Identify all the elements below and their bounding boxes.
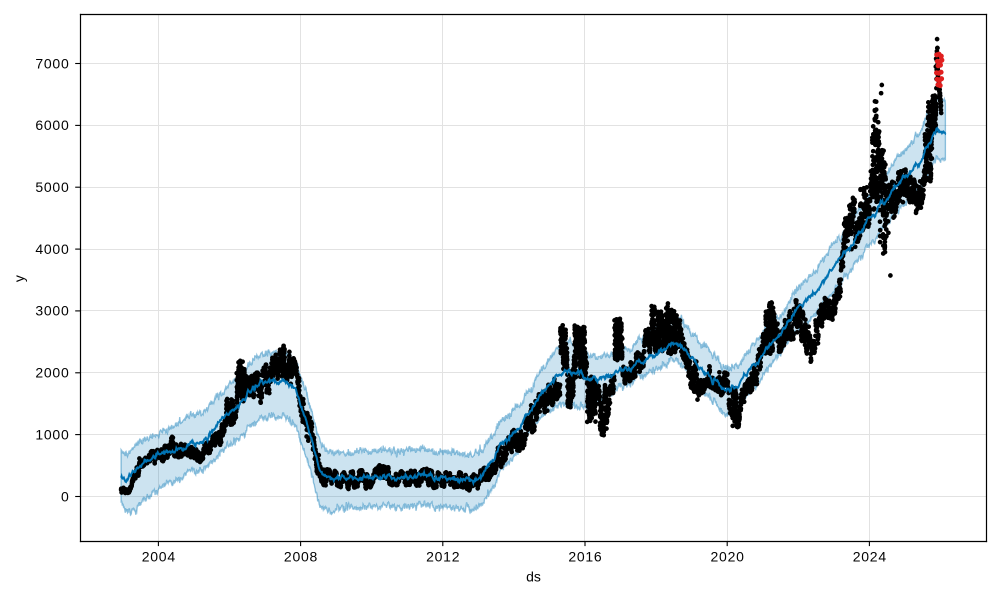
svg-text:1000: 1000 [35, 426, 69, 442]
svg-text:6000: 6000 [35, 117, 69, 133]
svg-text:2012: 2012 [426, 549, 460, 565]
svg-text:2004: 2004 [142, 549, 176, 565]
svg-text:2008: 2008 [284, 549, 318, 565]
svg-text:3000: 3000 [35, 303, 69, 319]
svg-text:2024: 2024 [853, 549, 887, 565]
svg-text:2016: 2016 [568, 549, 602, 565]
svg-text:0: 0 [61, 488, 70, 504]
svg-text:y: y [11, 275, 27, 282]
svg-text:7000: 7000 [35, 55, 69, 71]
svg-text:5000: 5000 [35, 179, 69, 195]
svg-text:2020: 2020 [711, 549, 745, 565]
svg-text:2000: 2000 [35, 365, 69, 381]
svg-text:4000: 4000 [35, 241, 69, 257]
svg-text:ds: ds [526, 568, 541, 584]
